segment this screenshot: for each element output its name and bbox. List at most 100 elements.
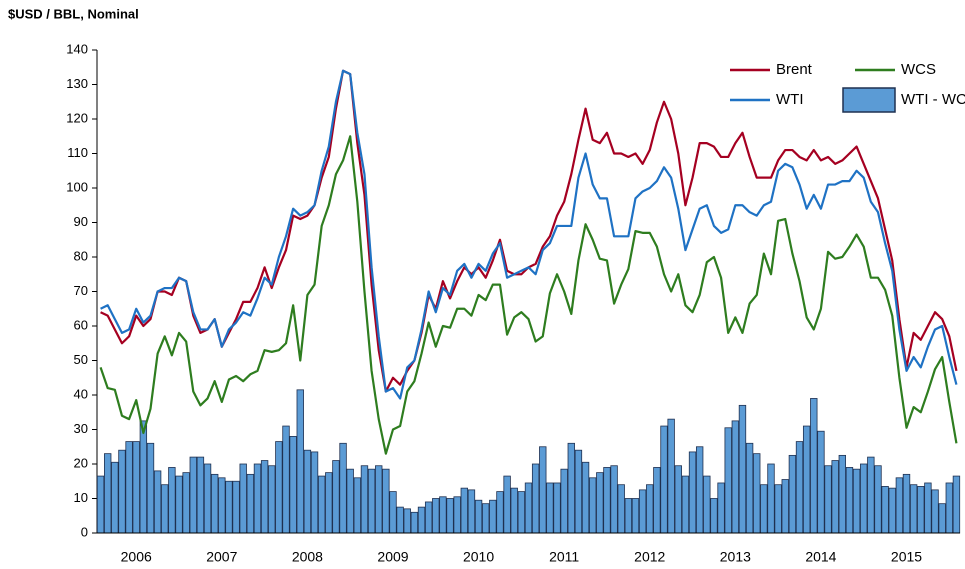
bar xyxy=(703,475,711,534)
bar xyxy=(510,487,518,534)
x-tick-label: 2008 xyxy=(292,549,323,565)
x-tick-label: 2013 xyxy=(720,549,751,565)
bar xyxy=(824,465,832,534)
bar xyxy=(945,482,953,534)
bar xyxy=(553,482,561,534)
bar xyxy=(909,484,918,534)
bar xyxy=(503,475,511,534)
y-axis-title: $USD / BBL, Nominal xyxy=(8,6,139,21)
bar xyxy=(539,446,547,534)
bar xyxy=(282,425,290,534)
bar xyxy=(389,491,397,534)
y-tick-label: 40 xyxy=(74,386,88,401)
x-tick-label: 2011 xyxy=(549,549,579,565)
bar xyxy=(710,498,718,534)
bar xyxy=(346,468,354,534)
bar xyxy=(482,503,490,534)
bar xyxy=(432,498,440,534)
legend-label: WTI - WCS xyxy=(901,91,965,108)
bar xyxy=(646,484,654,534)
y-tick-label: 120 xyxy=(66,110,88,125)
bar xyxy=(275,441,283,534)
bar xyxy=(132,441,140,534)
bar xyxy=(902,473,911,534)
y-tick-label: 30 xyxy=(74,421,88,436)
bar xyxy=(603,467,611,534)
legend-swatch xyxy=(842,87,896,113)
bar xyxy=(289,435,297,534)
bar xyxy=(838,454,846,534)
legend-label: Brent xyxy=(776,61,813,78)
bar xyxy=(325,472,333,534)
x-tick-label: 2006 xyxy=(121,549,152,565)
bar xyxy=(196,456,205,534)
bar xyxy=(788,454,797,534)
x-tick-label: 2007 xyxy=(206,549,237,565)
y-tick-label: 10 xyxy=(74,490,88,505)
y-tick-label: 100 xyxy=(66,179,88,194)
bar xyxy=(867,456,875,534)
bar xyxy=(810,398,818,534)
bar xyxy=(111,461,119,534)
bar xyxy=(874,465,882,534)
bar xyxy=(624,498,633,534)
bar xyxy=(446,498,454,534)
legend-label: WTI xyxy=(776,91,804,108)
bar xyxy=(631,498,640,534)
bar xyxy=(581,461,590,534)
bar xyxy=(96,475,105,534)
bar xyxy=(161,484,169,534)
bar xyxy=(317,475,326,534)
bar xyxy=(895,477,904,534)
bar xyxy=(589,477,597,534)
y-tick-label: 80 xyxy=(74,248,88,263)
y-tick-label: 50 xyxy=(74,352,88,367)
bar xyxy=(717,482,725,534)
bar xyxy=(688,451,697,534)
bar xyxy=(653,467,661,534)
bar xyxy=(125,441,133,534)
bar xyxy=(260,460,269,534)
bar xyxy=(467,489,476,534)
bar xyxy=(674,465,682,534)
bar xyxy=(403,508,411,534)
x-tick-label: 2012 xyxy=(634,549,665,565)
bar xyxy=(153,470,162,534)
bar xyxy=(924,482,932,534)
bar xyxy=(724,427,732,534)
bar xyxy=(203,463,212,534)
bar xyxy=(496,491,504,534)
legend: Brent WCS WTI WTI - WCS xyxy=(730,61,965,113)
bar xyxy=(410,511,419,534)
bar xyxy=(817,430,825,534)
bar xyxy=(517,491,526,534)
bar xyxy=(767,463,775,534)
bar xyxy=(453,496,461,534)
bar xyxy=(610,465,618,534)
y-tick-label: 0 xyxy=(81,524,88,539)
bar xyxy=(175,475,183,534)
y-tick-label: 130 xyxy=(66,76,88,91)
bar xyxy=(931,489,939,534)
bar xyxy=(845,467,854,534)
bar xyxy=(531,463,540,534)
x-tick-label: 2009 xyxy=(377,549,408,565)
bar xyxy=(524,482,533,534)
bar xyxy=(660,425,668,534)
bar xyxy=(681,475,690,534)
bar xyxy=(253,463,262,534)
plot-area: 0 10 20 30 40 50 60 70 80 90 100 110 120 130 140 2006 20… xyxy=(66,41,961,565)
bar xyxy=(831,460,839,534)
bar xyxy=(638,489,647,534)
bar xyxy=(802,425,811,534)
line-series xyxy=(100,69,958,393)
line-series xyxy=(100,69,958,400)
bar xyxy=(375,465,383,534)
bar xyxy=(382,468,390,534)
bar xyxy=(667,418,675,534)
bar xyxy=(296,389,304,534)
bar xyxy=(738,404,747,534)
bar xyxy=(860,463,868,534)
bar xyxy=(546,482,554,534)
